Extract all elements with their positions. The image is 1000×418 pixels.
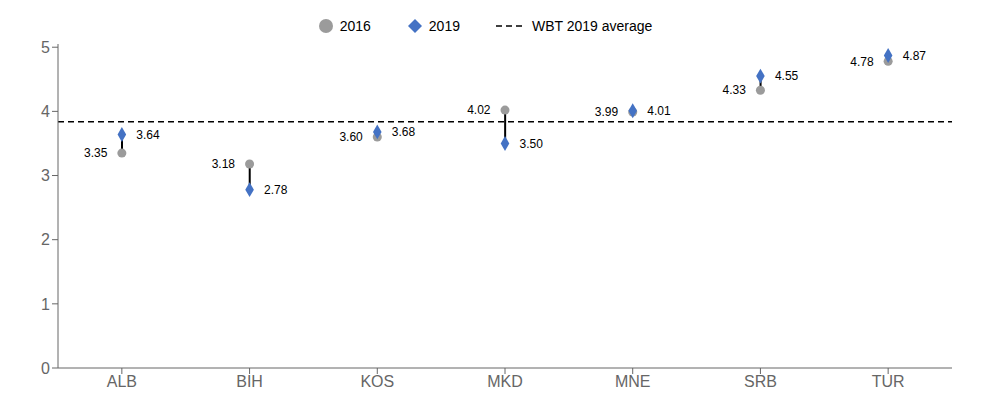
svg-text:4.02: 4.02: [467, 103, 491, 117]
svg-text:3.64: 3.64: [136, 128, 160, 142]
svg-text:2.78: 2.78: [264, 183, 288, 197]
svg-text:3.68: 3.68: [392, 125, 416, 139]
svg-text:3.99: 3.99: [595, 105, 619, 119]
svg-text:4: 4: [41, 103, 50, 120]
svg-text:BIH: BIH: [236, 373, 263, 390]
svg-text:MNE: MNE: [615, 373, 651, 390]
svg-text:4.01: 4.01: [647, 104, 671, 118]
svg-text:SRB: SRB: [744, 373, 777, 390]
svg-text:3.50: 3.50: [520, 137, 544, 151]
svg-text:1: 1: [41, 296, 50, 313]
html-text:2016: 2016: [339, 18, 371, 34]
svg-text:3.60: 3.60: [339, 130, 363, 144]
svg-text:2: 2: [41, 231, 50, 248]
html-text:2019: 2019: [428, 18, 460, 34]
svg-text:ALB: ALB: [107, 373, 137, 390]
svg-text:3.35: 3.35: [84, 146, 108, 160]
svg-text:KOS: KOS: [360, 373, 394, 390]
svg-text:4.33: 4.33: [723, 83, 747, 97]
svg-text:TUR: TUR: [872, 373, 905, 390]
svg-text:3.18: 3.18: [212, 157, 236, 171]
svg-text:0: 0: [41, 360, 50, 377]
svg-text:MKD: MKD: [487, 373, 523, 390]
svg-text:4.87: 4.87: [903, 49, 927, 63]
svg-text:4.78: 4.78: [850, 55, 874, 69]
html-text:WBT 2019 average: WBT 2019 average: [532, 18, 653, 34]
svg-text:3: 3: [41, 167, 50, 184]
svg-text:5: 5: [41, 39, 50, 56]
svg-text:4.55: 4.55: [775, 69, 799, 83]
